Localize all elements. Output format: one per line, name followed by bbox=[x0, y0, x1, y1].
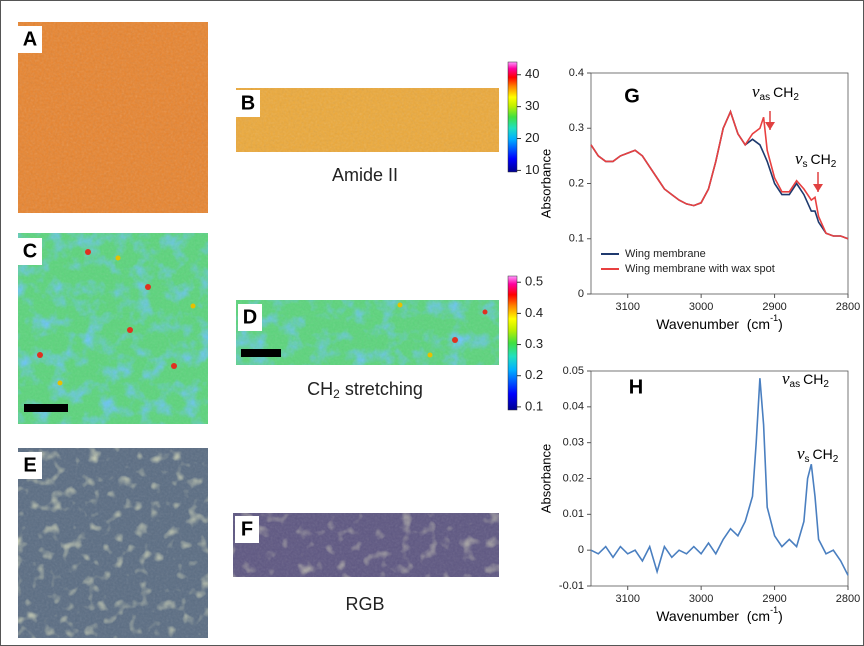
data-line bbox=[590, 378, 849, 576]
caption-text: CH bbox=[307, 379, 333, 399]
panel-label: F bbox=[241, 518, 253, 540]
colorbar-tick-label: 0.2 bbox=[525, 367, 543, 382]
panel-label: D bbox=[243, 306, 257, 328]
annotation-symbol: ν bbox=[752, 82, 760, 101]
x-axis-label-text: ) bbox=[778, 608, 783, 624]
x-axis-label-text: Wavenumber (cm bbox=[656, 316, 770, 332]
annotation-text: CH bbox=[813, 446, 833, 462]
x-tick-label: 3000 bbox=[689, 301, 713, 313]
panel-label: C bbox=[23, 240, 37, 262]
colorbar-tick-label: 0.4 bbox=[525, 305, 543, 320]
annotation: νs CH2 bbox=[797, 444, 839, 465]
colorbar-tick-label: 40 bbox=[525, 66, 539, 81]
annotation-subscript: 2 bbox=[793, 92, 799, 103]
x-tick-label: 2800 bbox=[836, 301, 860, 313]
colorbar-tick-label: 0.1 bbox=[525, 398, 543, 413]
annotation-subscript: 2 bbox=[833, 454, 839, 465]
x-axis-label-text: ) bbox=[778, 316, 783, 332]
panel-label-box bbox=[236, 90, 260, 117]
annotation-arrowhead bbox=[765, 122, 775, 130]
x-axis-label: Wavenumber (cm-1) bbox=[656, 605, 783, 623]
annotation-text: CH bbox=[803, 371, 823, 387]
x-tick-label: 2900 bbox=[762, 593, 786, 605]
y-tick-label: 0.2 bbox=[569, 177, 584, 189]
panel-label: G bbox=[624, 85, 640, 107]
x-tick-label: 2900 bbox=[762, 301, 786, 313]
y-tick-label: 0.03 bbox=[563, 437, 584, 449]
y-tick-label: 0.4 bbox=[569, 67, 584, 79]
annotation-text: CH bbox=[773, 84, 793, 100]
caption-subscript: 2 bbox=[333, 387, 340, 401]
colorbar-tick-label: 10 bbox=[525, 162, 539, 177]
panel-label-box bbox=[18, 452, 42, 479]
colorbar bbox=[507, 275, 518, 411]
panel-label: H bbox=[629, 376, 643, 398]
colorbar bbox=[507, 61, 518, 173]
annotation-subscript: as bbox=[760, 92, 771, 103]
annotation-subscript: as bbox=[790, 379, 801, 390]
x-tick-label: 2800 bbox=[836, 593, 860, 605]
y-tick-label: 0.04 bbox=[563, 401, 584, 413]
annotation-symbol: ν bbox=[782, 369, 790, 388]
data-line bbox=[590, 109, 849, 240]
y-tick-label: -0.01 bbox=[559, 580, 584, 592]
panel-label: A bbox=[23, 28, 37, 50]
x-axis-label-text: Wavenumber (cm bbox=[656, 608, 770, 624]
y-tick-label: 0 bbox=[578, 288, 584, 300]
colorbar-tick-label: 0.5 bbox=[525, 274, 543, 289]
panel-label: E bbox=[23, 454, 36, 476]
y-tick-label: 0.3 bbox=[569, 122, 584, 134]
panel-label-box bbox=[18, 238, 42, 265]
annotation-subscript: s bbox=[803, 159, 808, 170]
annotation-arrowhead bbox=[813, 184, 823, 192]
x-tick-label: 3100 bbox=[615, 593, 639, 605]
image-b bbox=[236, 88, 499, 152]
annotation-symbol: ν bbox=[797, 444, 805, 463]
annotation: νas CH2 bbox=[782, 369, 829, 390]
panel-label-box bbox=[18, 26, 42, 53]
annotation: νas CH2 bbox=[752, 82, 799, 103]
colorbar-tick-label: 30 bbox=[525, 98, 539, 113]
x-axis-label: Wavenumber (cm-1) bbox=[656, 313, 783, 331]
x-axis-label-sup: -1 bbox=[770, 605, 778, 615]
y-tick-label: 0.1 bbox=[569, 233, 584, 245]
legend-label: Wing membrane bbox=[625, 248, 706, 260]
panel-label-box bbox=[238, 304, 262, 331]
annotation-text: CH bbox=[811, 151, 831, 167]
annotation: νs CH2 bbox=[795, 149, 837, 170]
annotation-symbol: ν bbox=[795, 149, 803, 168]
x-tick-label: 3000 bbox=[689, 593, 713, 605]
y-tick-label: 0.05 bbox=[563, 365, 584, 377]
y-axis-label: Absorbance bbox=[538, 444, 553, 513]
caption: RGB bbox=[345, 594, 384, 614]
data-line bbox=[590, 109, 849, 240]
y-axis-label: Absorbance bbox=[538, 149, 553, 218]
y-tick-label: 0 bbox=[578, 544, 584, 556]
colorbar-tick-label: 0.3 bbox=[525, 336, 543, 351]
y-tick-label: 0.01 bbox=[563, 508, 584, 520]
colorbar-tick-label: 20 bbox=[525, 130, 539, 145]
y-tick-label: 0.02 bbox=[563, 472, 584, 484]
x-tick-label: 3100 bbox=[615, 301, 639, 313]
annotation-subscript: 2 bbox=[831, 159, 837, 170]
caption: Amide II bbox=[332, 165, 398, 185]
caption: CH2 stretching bbox=[307, 379, 423, 401]
caption-text: stretching bbox=[345, 379, 423, 399]
image-c bbox=[18, 233, 208, 424]
x-axis-label-sup: -1 bbox=[770, 313, 778, 323]
image-f bbox=[233, 513, 499, 577]
annotation-subscript: 2 bbox=[823, 379, 829, 390]
image-e bbox=[18, 448, 208, 638]
image-a bbox=[18, 22, 208, 213]
panel-label: B bbox=[241, 92, 255, 114]
legend-label: Wing membrane with wax spot bbox=[625, 263, 775, 275]
image-d bbox=[236, 300, 499, 365]
annotation-subscript: s bbox=[805, 454, 810, 465]
panel-label-box bbox=[235, 516, 259, 543]
